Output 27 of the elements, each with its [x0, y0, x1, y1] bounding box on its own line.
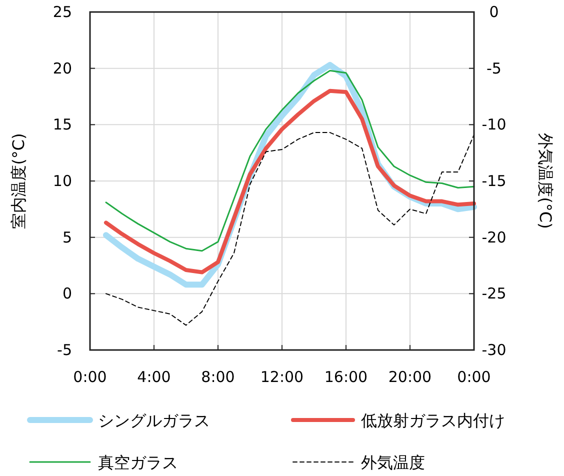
- x-tick-label: 8:00: [201, 368, 235, 386]
- x-tick-label: 4:00: [137, 368, 171, 386]
- y2-tick-label: -20: [482, 228, 506, 246]
- legend-label: 真空ガラス: [98, 453, 178, 472]
- y-tick-label: 10: [52, 172, 72, 190]
- y2-tick-label: -15: [482, 172, 506, 190]
- y2-tick-label: -30: [482, 341, 506, 359]
- y-tick-label: 25: [52, 3, 72, 21]
- legend-label: 低放射ガラス内付け: [361, 411, 505, 430]
- y2-tick-label: 0: [489, 3, 499, 21]
- y2-tick-label: -25: [482, 284, 506, 303]
- x-tick-label: 12:00: [260, 368, 304, 386]
- x-tick-label: 0:00: [73, 368, 107, 386]
- y-tick-label: 15: [52, 116, 72, 134]
- y2-axis-title: 外気温度(°C): [536, 133, 555, 229]
- legend-label: シングルガラス: [98, 411, 210, 430]
- y-tick-label: 20: [52, 59, 72, 78]
- y2-tick-label: -5: [486, 59, 502, 78]
- y-tick-label: 0: [62, 284, 72, 303]
- x-tick-label: 20:00: [388, 368, 432, 386]
- y-tick-label: 5: [62, 228, 72, 246]
- y-tick-label: -5: [57, 341, 72, 359]
- x-tick-label: 16:00: [324, 368, 368, 386]
- y2-tick-label: -10: [482, 116, 506, 134]
- x-tick-label: 0:00: [457, 368, 491, 386]
- y-axis-title: 室内温度(°C): [9, 133, 28, 229]
- legend-label: 外気温度: [361, 453, 425, 472]
